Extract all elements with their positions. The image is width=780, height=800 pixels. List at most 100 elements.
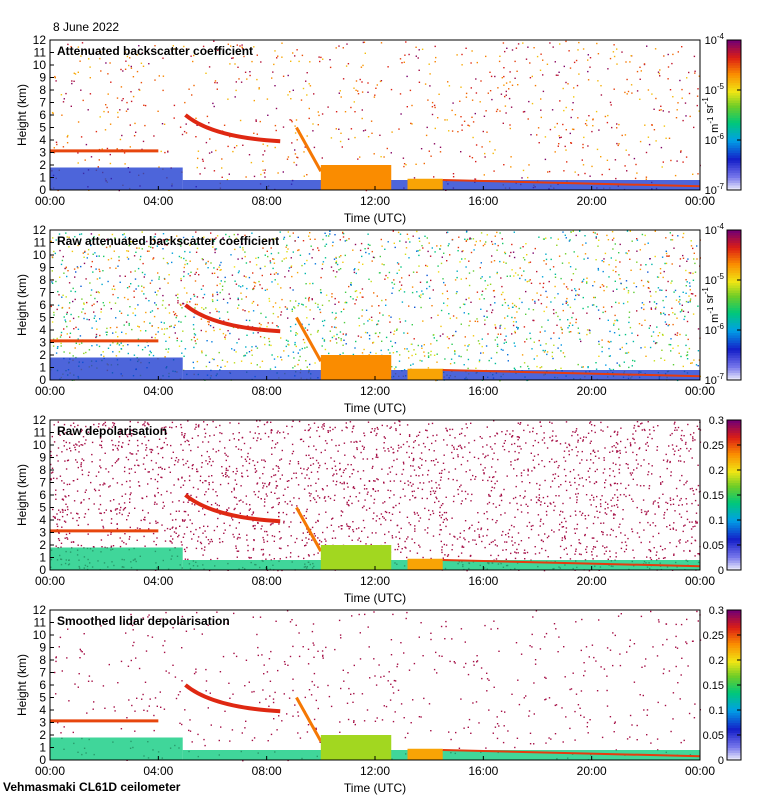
noise-dot (460, 116, 462, 118)
noise-dot (483, 315, 485, 317)
noise-dot (143, 286, 145, 289)
noise-dot (308, 83, 310, 85)
noise-dot (318, 513, 320, 516)
noise-dot (231, 57, 233, 59)
noise-dot (607, 507, 609, 509)
noise-dot (347, 138, 350, 140)
colorbar-segment (727, 145, 741, 148)
noise-dot (674, 427, 677, 429)
noise-dot (159, 466, 162, 468)
noise-dot (224, 452, 226, 455)
noise-dot (573, 87, 575, 89)
noise-dot (246, 469, 248, 472)
colorbar-segment (727, 110, 741, 113)
noise-dot (383, 436, 385, 438)
noise-dot (253, 99, 255, 102)
noise-dot (392, 287, 394, 289)
noise-dot (100, 354, 102, 356)
noise-dot (253, 464, 256, 467)
noise-dot (580, 340, 582, 343)
noise-dot (208, 543, 210, 545)
noise-dot (314, 263, 317, 265)
noise-dot (100, 467, 102, 469)
noise-dot (428, 518, 430, 521)
noise-dot (99, 116, 101, 118)
noise-dot (455, 317, 458, 319)
noise-dot (53, 424, 55, 426)
noise-dot (165, 340, 167, 342)
noise-dot (256, 347, 259, 349)
noise-dot (442, 278, 444, 280)
noise-dot (291, 142, 293, 144)
noise-dot (653, 429, 655, 432)
noise-dot (538, 236, 540, 238)
noise-dot (612, 462, 614, 464)
noise-dot (63, 440, 65, 442)
noise-dot (686, 510, 688, 513)
noise-dot (519, 445, 521, 448)
noise-dot (489, 446, 492, 448)
noise-dot (667, 53, 669, 56)
noise-dot (645, 151, 648, 154)
noise-dot (676, 317, 678, 319)
noise-dot (325, 511, 327, 513)
noise-dot (77, 524, 80, 526)
noise-dot (104, 129, 107, 131)
noise-dot (576, 523, 579, 526)
noise-dot (308, 253, 311, 255)
noise-dot (667, 280, 669, 283)
noise-dot (500, 493, 502, 496)
noise-dot (555, 495, 557, 497)
noise-dot (191, 468, 194, 470)
noise-dot (181, 133, 184, 136)
noise-dot (483, 174, 485, 176)
noise-dot (56, 525, 59, 528)
noise-dot (689, 289, 691, 291)
noise-dot (310, 333, 312, 336)
noise-dot (160, 494, 163, 496)
noise-dot (63, 520, 66, 522)
noise-dot (258, 322, 261, 325)
noise-dot (631, 92, 633, 94)
noise-dot (433, 334, 435, 336)
noise-dot (427, 99, 429, 101)
noise-dot (696, 245, 698, 247)
colorbar-segment (727, 365, 741, 368)
noise-dot (406, 233, 409, 235)
noise-dot (274, 302, 277, 304)
noise-dot (226, 179, 229, 181)
noise-dot (607, 239, 610, 241)
noise-dot (294, 307, 296, 309)
noise-dot (253, 175, 256, 178)
noise-dot (658, 332, 661, 334)
noise-dot (353, 271, 356, 274)
noise-dot (322, 428, 325, 430)
noise-dot (676, 332, 679, 334)
noise-dot (615, 552, 617, 554)
noise-dot (115, 331, 117, 333)
noise-dot (189, 260, 191, 262)
colorbar-segment (727, 77, 741, 81)
noise-dot (268, 297, 270, 300)
noise-dot (494, 235, 496, 237)
noise-dot (586, 527, 588, 529)
noise-dot (219, 424, 221, 427)
noise-dot (536, 134, 538, 136)
noise-dot (237, 66, 239, 68)
noise-dot (83, 262, 86, 265)
noise-dot (63, 98, 65, 100)
noise-dot (314, 535, 316, 537)
noise-dot (420, 294, 422, 296)
noise-dot (363, 484, 366, 486)
noise-dot (418, 544, 420, 546)
noise-dot (235, 483, 238, 485)
noise-dot (492, 540, 494, 543)
noise-dot (200, 318, 203, 320)
noise-dot (174, 332, 176, 334)
noise-dot (117, 336, 119, 338)
noise-dot (175, 532, 177, 534)
noise-dot (135, 131, 137, 133)
noise-dot (584, 534, 586, 537)
noise-dot (680, 151, 682, 153)
noise-dot (373, 96, 376, 98)
